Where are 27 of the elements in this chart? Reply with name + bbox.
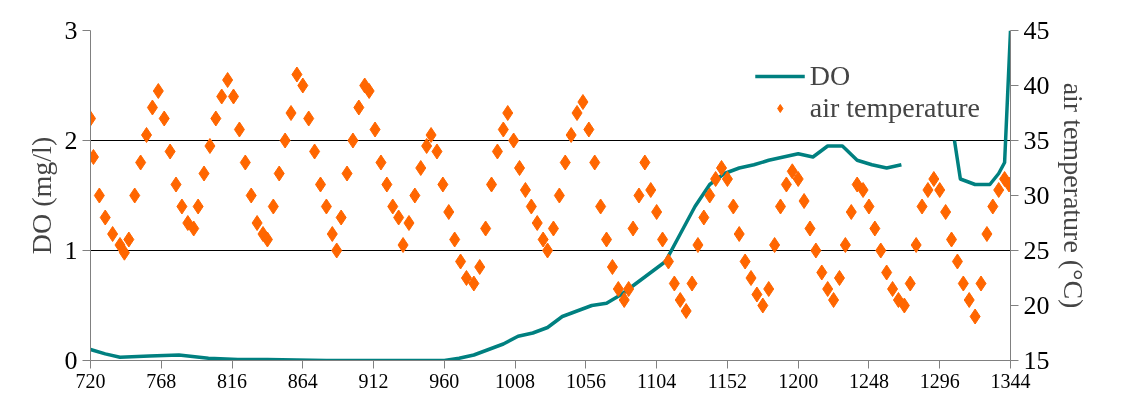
legend-label: air temperature [809,92,980,124]
y2-tick-label: 20 [1023,291,1050,320]
y2-tick-label: 40 [1023,71,1050,100]
x-tick-label: 1056 [565,369,606,392]
legend-label: DO [809,60,851,92]
y2-axis-title: air temperature (°C) [1057,82,1089,309]
x-tick-label: 720 [75,369,106,392]
y-tick-label: 3 [64,16,78,45]
y2-tick-label: 35 [1023,126,1050,155]
x-tick-label: 1008 [495,369,536,392]
y-tick-label: 1 [64,236,78,265]
x-tick-label: 768 [146,369,177,392]
x-tick-label: 1296 [919,369,960,392]
x-tick-label: 1200 [778,369,819,392]
y-tick-label: 2 [64,126,78,155]
y2-tick-label: 30 [1023,181,1050,210]
x-tick-label: 960 [429,369,460,392]
x-tick-label: 1248 [848,369,889,392]
x-tick-label: 816 [217,369,248,392]
x-tick-label: 1104 [637,369,677,392]
x-tick-label: 864 [287,369,318,392]
x-tick-label: 912 [358,369,389,392]
y-axis-title: DO (mg/l) [25,136,57,255]
y2-tick-label: 25 [1023,236,1050,265]
y2-tick-label: 45 [1023,16,1050,45]
x-tick-label: 1152 [707,369,748,392]
y-tick-label: 0 [64,346,78,375]
